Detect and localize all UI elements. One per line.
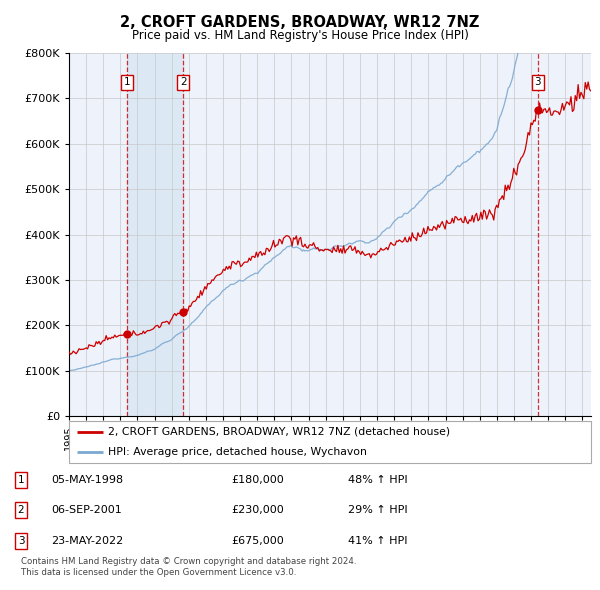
Text: 48% ↑ HPI: 48% ↑ HPI: [348, 475, 407, 484]
Text: 06-SEP-2001: 06-SEP-2001: [51, 506, 122, 515]
Text: 23-MAY-2022: 23-MAY-2022: [51, 536, 123, 546]
Text: £180,000: £180,000: [231, 475, 284, 484]
Text: HPI: Average price, detached house, Wychavon: HPI: Average price, detached house, Wych…: [108, 447, 367, 457]
Text: £675,000: £675,000: [231, 536, 284, 546]
FancyBboxPatch shape: [69, 421, 591, 463]
Text: 41% ↑ HPI: 41% ↑ HPI: [348, 536, 407, 546]
Text: 05-MAY-1998: 05-MAY-1998: [51, 475, 123, 484]
Text: £230,000: £230,000: [231, 506, 284, 515]
Text: 1: 1: [17, 475, 25, 484]
Text: This data is licensed under the Open Government Licence v3.0.: This data is licensed under the Open Gov…: [21, 568, 296, 577]
Text: 1: 1: [124, 77, 130, 87]
Text: 3: 3: [535, 77, 541, 87]
Bar: [127, 53, 184, 416]
Text: 2: 2: [180, 77, 187, 87]
Text: 2: 2: [17, 506, 25, 515]
Text: Contains HM Land Registry data © Crown copyright and database right 2024.: Contains HM Land Registry data © Crown c…: [21, 558, 356, 566]
Text: Price paid vs. HM Land Registry's House Price Index (HPI): Price paid vs. HM Land Registry's House …: [131, 30, 469, 42]
Text: 3: 3: [17, 536, 25, 546]
Text: 2, CROFT GARDENS, BROADWAY, WR12 7NZ: 2, CROFT GARDENS, BROADWAY, WR12 7NZ: [121, 15, 479, 30]
Text: 2, CROFT GARDENS, BROADWAY, WR12 7NZ (detached house): 2, CROFT GARDENS, BROADWAY, WR12 7NZ (de…: [108, 427, 450, 437]
Text: 29% ↑ HPI: 29% ↑ HPI: [348, 506, 407, 515]
